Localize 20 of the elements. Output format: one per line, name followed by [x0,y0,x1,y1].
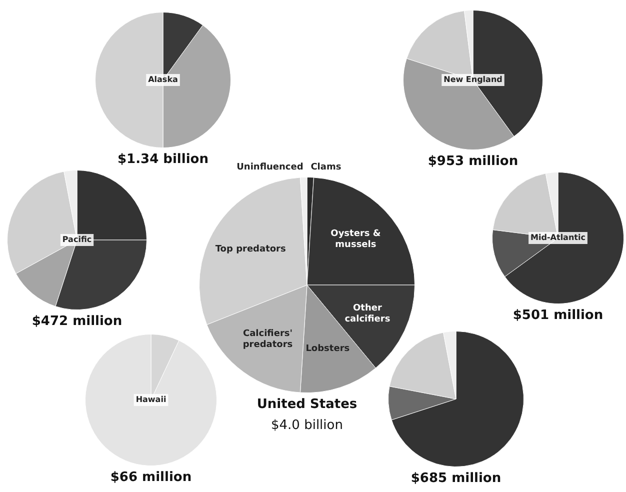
text: United States [256,397,358,412]
text: Mid-Atlantic [530,233,586,242]
slice-label: Top predators [215,244,286,255]
slice-label: Calcifiers' predators [242,328,293,350]
text: New England [444,75,503,84]
text: Hawaii [136,395,166,404]
slice-label: Uninfluenced [236,162,304,173]
text: $66 million [109,470,193,485]
slice-label: Clams [310,162,342,173]
text: $4.0 billion [270,418,344,433]
text: $1.34 billion [116,152,210,167]
text: Pacific [62,235,92,244]
text: $501 million [512,308,604,323]
slice-label: Other calcifiers [344,303,390,324]
text: $472 million [30,314,124,329]
text: Alaska [148,75,178,84]
slice-label: Oysters & mussels [330,229,381,250]
text: $685 million [410,471,502,486]
slice-label: Lobsters [306,344,350,354]
text: $953 million [426,154,520,169]
